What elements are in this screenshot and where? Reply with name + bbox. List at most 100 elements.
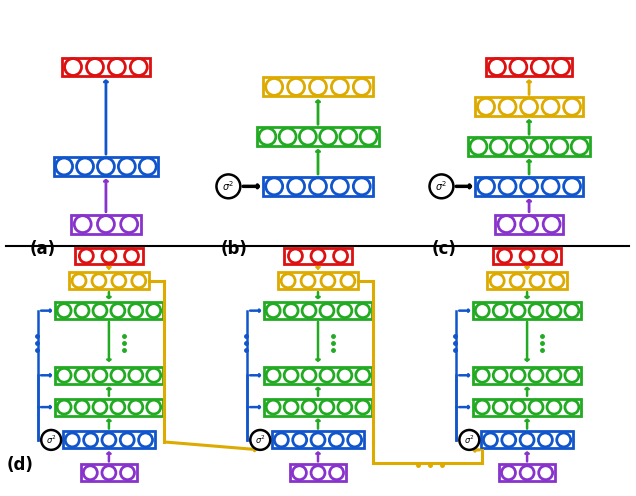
Circle shape <box>121 466 134 480</box>
Circle shape <box>147 400 161 414</box>
Circle shape <box>129 304 142 317</box>
Circle shape <box>521 98 537 115</box>
Circle shape <box>334 249 347 263</box>
Circle shape <box>301 274 315 288</box>
Circle shape <box>266 78 282 95</box>
Circle shape <box>511 369 525 382</box>
Circle shape <box>475 304 489 317</box>
Bar <box>263 77 373 96</box>
Circle shape <box>429 175 453 198</box>
Circle shape <box>120 433 134 447</box>
Circle shape <box>531 59 548 75</box>
Circle shape <box>354 78 370 95</box>
Circle shape <box>57 369 71 382</box>
Circle shape <box>302 304 316 317</box>
Text: $\sigma^2$: $\sigma^2$ <box>223 180 235 193</box>
Circle shape <box>348 433 362 447</box>
Circle shape <box>459 430 480 450</box>
Circle shape <box>329 466 343 480</box>
Circle shape <box>86 59 104 75</box>
Circle shape <box>293 466 307 480</box>
Circle shape <box>75 369 89 382</box>
Circle shape <box>259 128 276 145</box>
Circle shape <box>302 400 316 414</box>
Circle shape <box>111 400 125 414</box>
Circle shape <box>93 400 107 414</box>
Circle shape <box>551 138 568 155</box>
Circle shape <box>74 216 91 233</box>
Circle shape <box>543 216 560 233</box>
Circle shape <box>93 369 107 382</box>
Circle shape <box>563 98 581 115</box>
Circle shape <box>483 433 497 447</box>
Circle shape <box>130 59 148 75</box>
Circle shape <box>56 158 73 175</box>
Circle shape <box>83 433 97 447</box>
Circle shape <box>470 138 487 155</box>
Text: (b): (b) <box>221 240 247 258</box>
Circle shape <box>520 466 534 480</box>
Circle shape <box>266 400 280 414</box>
Circle shape <box>542 98 559 115</box>
Text: (c): (c) <box>431 240 457 258</box>
Circle shape <box>563 178 581 195</box>
Circle shape <box>530 138 548 155</box>
Bar <box>264 302 372 319</box>
Circle shape <box>550 274 564 288</box>
Circle shape <box>300 128 316 145</box>
Circle shape <box>216 175 240 198</box>
Circle shape <box>490 274 504 288</box>
Circle shape <box>321 274 335 288</box>
Bar <box>264 367 372 384</box>
Circle shape <box>530 274 544 288</box>
Circle shape <box>499 98 516 115</box>
Circle shape <box>529 369 543 382</box>
Circle shape <box>341 274 355 288</box>
Text: $\sigma^2$: $\sigma^2$ <box>255 434 266 446</box>
Circle shape <box>494 369 507 382</box>
Text: $\sigma^2$: $\sigma^2$ <box>464 434 474 446</box>
Circle shape <box>553 59 570 75</box>
Bar <box>487 58 572 76</box>
Circle shape <box>511 400 525 414</box>
Circle shape <box>478 98 495 115</box>
Bar <box>487 272 567 289</box>
Bar <box>69 272 149 289</box>
Circle shape <box>494 400 507 414</box>
Circle shape <box>311 249 325 263</box>
Bar <box>81 464 137 481</box>
Circle shape <box>320 400 334 414</box>
Bar <box>481 432 573 448</box>
Circle shape <box>66 433 80 447</box>
Circle shape <box>521 178 537 195</box>
Circle shape <box>511 304 525 317</box>
Circle shape <box>284 400 298 414</box>
Circle shape <box>310 178 326 195</box>
Circle shape <box>65 59 81 75</box>
Circle shape <box>92 274 106 288</box>
Circle shape <box>287 78 305 95</box>
Bar <box>290 464 346 481</box>
Circle shape <box>102 249 116 263</box>
Circle shape <box>520 433 534 447</box>
Circle shape <box>542 178 559 195</box>
Circle shape <box>529 400 543 414</box>
Bar <box>494 248 561 264</box>
Circle shape <box>281 274 295 288</box>
Circle shape <box>521 216 537 233</box>
Circle shape <box>287 178 305 195</box>
Circle shape <box>266 304 280 317</box>
Circle shape <box>72 274 86 288</box>
Bar <box>62 58 149 76</box>
Circle shape <box>354 178 370 195</box>
Circle shape <box>571 138 588 155</box>
Text: (a): (a) <box>29 240 55 258</box>
Circle shape <box>76 158 93 175</box>
Circle shape <box>310 78 326 95</box>
Circle shape <box>83 466 97 480</box>
Circle shape <box>302 369 316 382</box>
Circle shape <box>338 400 352 414</box>
Circle shape <box>41 430 61 450</box>
Circle shape <box>320 128 336 145</box>
Bar <box>264 399 372 416</box>
